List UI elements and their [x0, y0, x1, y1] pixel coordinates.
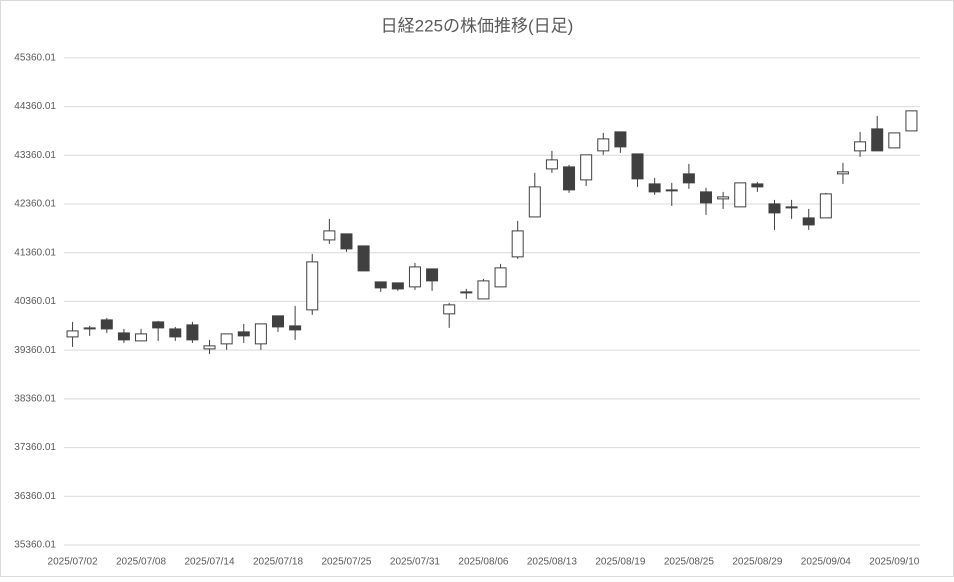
x-tick-label: 2025/08/29: [732, 557, 782, 568]
candle-body: [272, 315, 284, 328]
candle-body: [545, 159, 558, 170]
candle-body: [203, 345, 216, 350]
candle-body: [254, 323, 267, 345]
candle-body: [477, 280, 490, 300]
candle-body: [734, 182, 747, 208]
candle-body: [785, 206, 798, 209]
candle-body: [443, 304, 456, 315]
y-tick-label: 44360.01: [14, 101, 56, 112]
candle-body: [905, 110, 918, 132]
candle-body: [357, 245, 370, 272]
x-tick-label: 2025/08/06: [458, 557, 508, 568]
y-tick-label: 36360.01: [14, 491, 56, 502]
candle-body: [511, 230, 524, 258]
x-tick-label: 2025/07/02: [48, 557, 98, 568]
candle-body: [854, 141, 867, 152]
x-tick-label: 2025/08/25: [664, 557, 714, 568]
x-tick-label: 2025/09/10: [869, 557, 919, 568]
y-tick-label: 41360.01: [14, 247, 56, 258]
candle-body: [717, 196, 730, 200]
x-tick-label: 2025/07/08: [116, 557, 166, 568]
candle-body: [100, 319, 113, 330]
candle-body: [751, 183, 764, 188]
candle-body: [460, 291, 473, 294]
candle-body: [528, 186, 541, 218]
x-tick-label: 2025/07/31: [390, 557, 440, 568]
candle-body: [66, 330, 79, 338]
candle-body: [169, 328, 182, 338]
candle-body: [665, 189, 678, 192]
candle-body: [648, 183, 661, 193]
x-tick-label: 2025/07/25: [321, 557, 371, 568]
candle-body: [700, 191, 712, 204]
candle-body: [802, 217, 815, 226]
candle-body: [819, 193, 832, 219]
candle-body: [408, 266, 421, 288]
candle-body: [220, 333, 233, 345]
x-tick-label: 2025/07/14: [184, 557, 234, 568]
y-tick-label: 38360.01: [14, 394, 56, 405]
candle-body: [340, 233, 353, 250]
y-tick-label: 40360.01: [14, 296, 56, 307]
candle-body: [563, 166, 576, 191]
x-tick-label: 2025/09/04: [801, 557, 851, 568]
x-tick-label: 2025/07/18: [253, 557, 303, 568]
candle-body: [614, 131, 627, 148]
candle-body: [391, 282, 404, 290]
candle-body: [117, 332, 130, 341]
y-tick-label: 42360.01: [14, 199, 56, 210]
y-tick-label: 39360.01: [14, 345, 56, 356]
y-tick-label: 37360.01: [14, 442, 56, 453]
candle-body: [186, 324, 199, 341]
chart-title: 日経225の株価推移(日足): [381, 16, 574, 35]
y-tick-label: 35360.01: [14, 540, 56, 551]
candle-body: [152, 321, 165, 329]
candle-body: [83, 327, 96, 330]
candle-body: [631, 153, 644, 180]
y-tick-label: 43360.01: [14, 150, 56, 161]
candle-body: [289, 325, 302, 331]
candle-body: [888, 132, 901, 149]
x-tick-label: 2025/08/19: [595, 557, 645, 568]
candle-body: [682, 173, 695, 184]
candle-body: [768, 203, 781, 214]
candle-body: [135, 333, 148, 342]
y-tick-label: 45360.01: [14, 53, 56, 64]
candle-body: [494, 267, 507, 288]
candle-body: [323, 230, 336, 241]
candle-body: [306, 261, 319, 311]
candle-body: [426, 268, 439, 282]
candle-body: [836, 171, 849, 175]
candle-body: [374, 281, 387, 289]
candle-body: [871, 128, 884, 152]
x-tick-label: 2025/08/13: [527, 557, 577, 568]
candle-body: [237, 331, 250, 337]
candle-body: [580, 154, 593, 181]
candle-body: [597, 138, 610, 152]
